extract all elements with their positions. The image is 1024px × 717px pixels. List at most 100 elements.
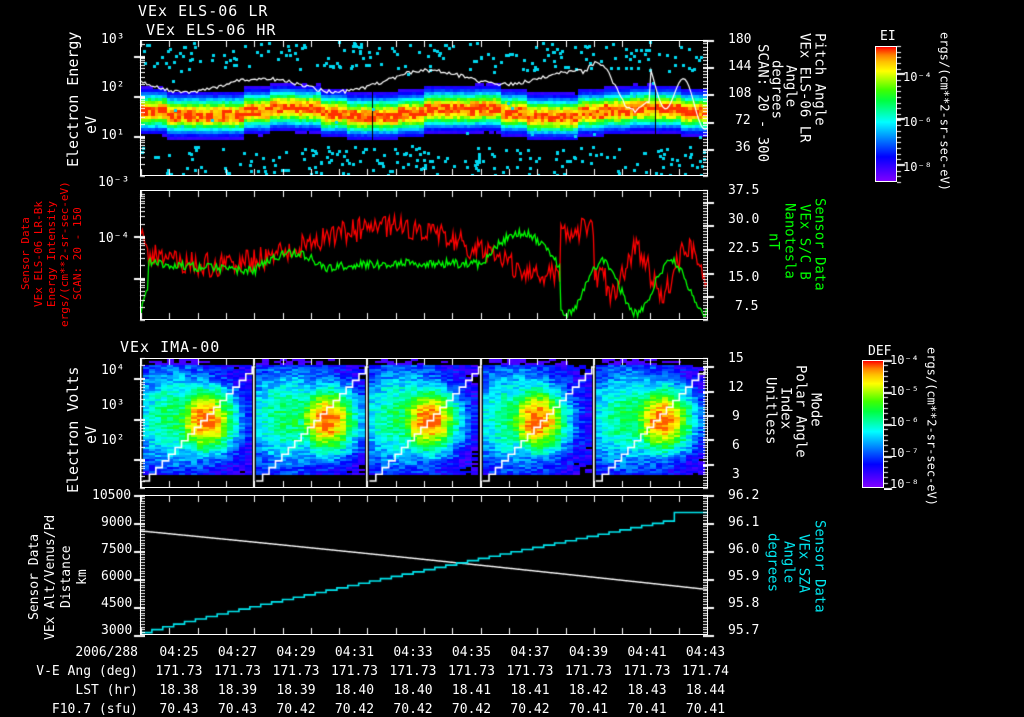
colorbar2-tick-1: 10⁻⁵ xyxy=(890,384,919,398)
panel2-rtick-3: 15.0 xyxy=(728,270,760,285)
footer-ve-ang-7: 171.73 xyxy=(565,664,612,679)
panel4-right-label-1: Sensor Data xyxy=(811,519,828,613)
footer-ve-ang-0: 171.73 xyxy=(155,664,203,679)
colorbar2-gradient xyxy=(862,360,884,488)
footer-time-3: 04:31 xyxy=(334,645,375,660)
footer-ve-ang-2: 171.73 xyxy=(272,664,320,679)
panel2-plot-frame[interactable] xyxy=(140,190,708,320)
panel4-right-tick-marks xyxy=(703,492,843,638)
footer-f107-2: 70.42 xyxy=(276,702,316,717)
footer-lst-6: 18.41 xyxy=(510,683,550,698)
panel1-right-label-1: Pitch Angle xyxy=(811,33,828,126)
footer-time-5: 04:35 xyxy=(451,645,492,660)
panel1-right-label-2: VEx ELS-06 LR xyxy=(796,33,813,143)
panel3-rtick-1: 12 xyxy=(728,380,744,395)
colorbar1-units: ergs/(cm**2-sr-sec-eV) xyxy=(937,32,952,191)
footer-ve-ang-4: 171.73 xyxy=(389,664,437,679)
panel4-left-label-2: VEx Alt/Venus/Pd xyxy=(43,514,58,640)
colorbar2-tick-2: 10⁻⁶ xyxy=(890,415,919,429)
footer-lst-2: 18.39 xyxy=(276,683,316,698)
panel3-right-label-1: Mode xyxy=(807,393,824,427)
panel3-ytick-1: 10³ xyxy=(101,398,125,413)
colorbar2-tick-0: 10⁻⁴ xyxy=(890,353,919,367)
panel1-right-tick-marks xyxy=(703,38,843,178)
colorbar2-tick-4: 10⁻⁸ xyxy=(890,477,919,491)
panel2-right-tick-marks xyxy=(703,187,843,323)
panel3-left-tick-marks xyxy=(125,355,145,491)
footer-row-label-0: 2006/288 xyxy=(75,645,138,660)
panel1-rtick-1: 144 xyxy=(728,59,752,74)
footer-time-8: 04:41 xyxy=(627,645,667,660)
footer-f107-3: 70.42 xyxy=(334,702,375,717)
footer-lst-4: 18.40 xyxy=(393,683,433,698)
footer-f107-6: 70.42 xyxy=(510,702,550,717)
panel2-left-label-3: Energy Intensity xyxy=(45,201,58,307)
panel1-title-lr: VEx ELS-06 LR xyxy=(138,2,269,20)
panel1-rtick-3: 72 xyxy=(735,113,751,128)
panel4-rtick-4: 95.8 xyxy=(728,596,760,611)
footer-ve-ang-5: 171.73 xyxy=(448,664,495,679)
panel3-title: VEx IMA-00 xyxy=(120,338,221,356)
footer-ve-ang-3: 171.73 xyxy=(331,664,378,679)
panel1-plot-frame[interactable] xyxy=(140,40,708,176)
panel1-left-axis-units: eV xyxy=(82,115,100,135)
panel4-rtick-3: 95.9 xyxy=(728,569,760,584)
footer-lst-7: 18.42 xyxy=(568,683,609,698)
panel2-rtick-4: 7.5 xyxy=(735,299,759,314)
panel4-left-label-4: km xyxy=(75,569,90,585)
panel3-right-label-2: Polar Angle xyxy=(792,364,809,458)
colorbar1-tick-0: 10⁻⁴ xyxy=(903,70,932,84)
panel2-left-tick-marks xyxy=(125,187,145,323)
panel4-right-label-3: Angle xyxy=(780,540,797,584)
panel1-ytick-0: 10³ xyxy=(101,32,125,47)
footer-lst-8: 18.43 xyxy=(627,683,667,698)
panel1-title-hr: VEx ELS-06 HR xyxy=(146,21,277,39)
panel3-right-label-3: Index xyxy=(777,386,794,430)
panel3-right-label-4: Unitless xyxy=(762,377,779,445)
footer-time-4: 04:33 xyxy=(393,645,433,660)
panel2-ytick-0: 10⁻³ xyxy=(98,175,130,190)
panel4-rtick-5: 95.7 xyxy=(728,623,760,638)
panel2-right-label-2: VEx S/C B xyxy=(796,204,813,280)
footer-time-6: 04:37 xyxy=(510,645,550,660)
panel1-rtick-0: 180 xyxy=(728,32,752,47)
panel1-right-label-4: degrees xyxy=(768,60,785,120)
footer-time-9: 04:43 xyxy=(685,645,726,660)
colorbar1-tick-1: 10⁻⁶ xyxy=(903,115,932,129)
footer-f107-0: 70.43 xyxy=(159,702,199,717)
panel4-right-label-2: VEx SZA xyxy=(795,534,812,594)
panel1-rtick-4: 36 xyxy=(735,140,751,155)
footer-f107-9: 70.41 xyxy=(685,702,726,717)
footer-f107-5: 70.42 xyxy=(451,702,492,717)
panel2-line-plot xyxy=(141,191,707,319)
panel1-spectrogram xyxy=(141,41,707,175)
footer-f107-8: 70.41 xyxy=(627,702,667,717)
panel2-right-label-1: Sensor Data xyxy=(811,198,828,291)
footer-lst-5: 18.41 xyxy=(451,683,492,698)
panel4-plot-frame[interactable] xyxy=(140,495,708,635)
panel4-rtick-2: 96.0 xyxy=(728,542,760,557)
panel3-rtick-3: 6 xyxy=(732,438,740,453)
panel3-plot-frame[interactable] xyxy=(140,358,708,488)
panel2-left-label-1: Sensor Data xyxy=(19,217,32,291)
footer-lst-0: 18.38 xyxy=(159,683,199,698)
footer-f107-7: 70.41 xyxy=(568,702,609,717)
panel4-ytick-1: 9000 xyxy=(101,515,133,530)
panel3-ytick-0: 10⁴ xyxy=(101,363,125,378)
footer-time-7: 04:39 xyxy=(568,645,609,660)
panel4-right-label-4: degrees xyxy=(764,533,781,593)
panel4-ytick-4: 4500 xyxy=(101,596,133,611)
panel4-line-plot xyxy=(141,496,707,634)
colorbar2-tick-marks xyxy=(884,358,898,490)
panel2-left-label-4: ergs/(cm**2-sr-sec-eV) xyxy=(58,181,71,327)
colorbar1-tick-marks xyxy=(897,44,911,184)
panel4-left-tick-marks xyxy=(125,492,145,638)
panel1-rtick-2: 108 xyxy=(728,86,752,101)
panel1-left-tick-marks xyxy=(125,38,145,178)
footer-ve-ang-6: 171.73 xyxy=(506,664,554,679)
colorbar1-gradient xyxy=(875,46,897,182)
panel4-left-label-3: Distance xyxy=(59,545,74,609)
footer-row-label-3: F10.7 (sfu) xyxy=(51,702,138,717)
panel2-left-label-2: VEx ELS-06 LR-Bk xyxy=(32,201,45,307)
